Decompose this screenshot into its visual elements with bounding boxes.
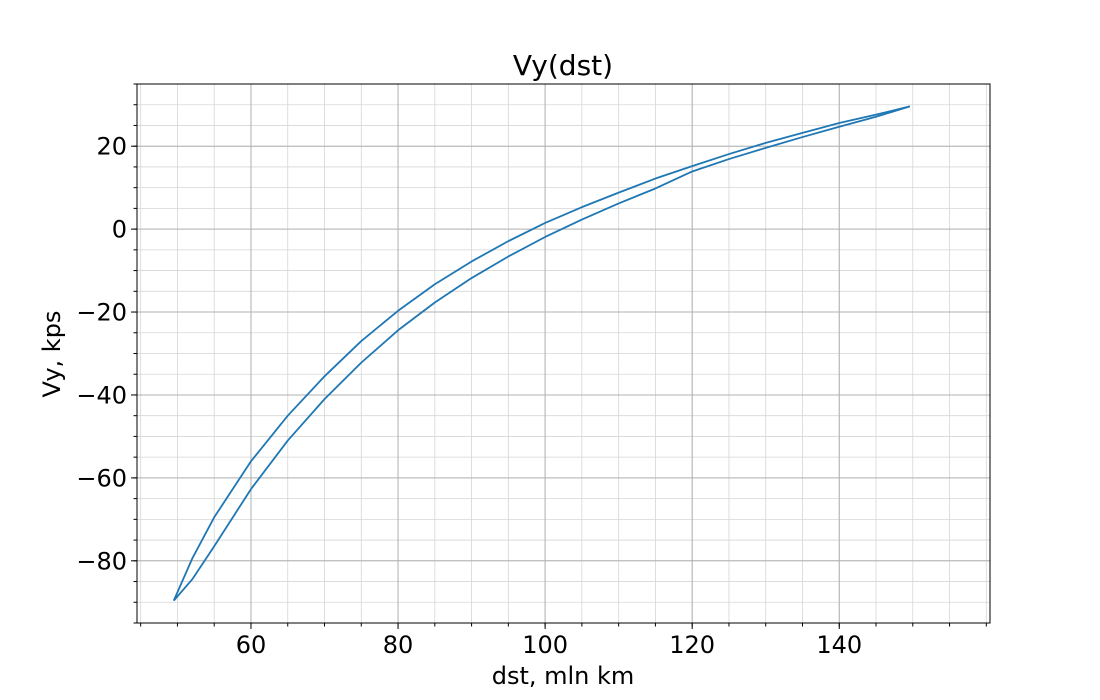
x-tick-label: 80 [383, 631, 414, 659]
x-axis-label: dst, mln km [492, 662, 635, 690]
y-tick-label: −20 [76, 299, 127, 327]
x-tick-label: 60 [236, 631, 267, 659]
series-line-2 [173, 105, 911, 602]
x-tick-label: 140 [816, 631, 862, 659]
x-tick-label: 100 [522, 631, 568, 659]
x-tick-label: 120 [669, 631, 715, 659]
series-line-1 [172, 105, 911, 601]
y-axis-label: Vy, kps [38, 311, 66, 398]
minor-grid [137, 83, 990, 624]
y-tick-label: −40 [76, 381, 127, 409]
y-axis-ticks: −80 −60 −40 −20 0 20 [76, 83, 137, 624]
y-tick-label: −80 [76, 547, 127, 575]
y-tick-label: −60 [76, 464, 127, 492]
chart-title: Vy(dst) [513, 49, 613, 82]
series-group [172, 105, 911, 602]
y-tick-label: 0 [112, 216, 127, 244]
x-axis-ticks: 60 80 100 120 140 [140, 623, 987, 659]
y-tick-label: 20 [96, 133, 127, 161]
